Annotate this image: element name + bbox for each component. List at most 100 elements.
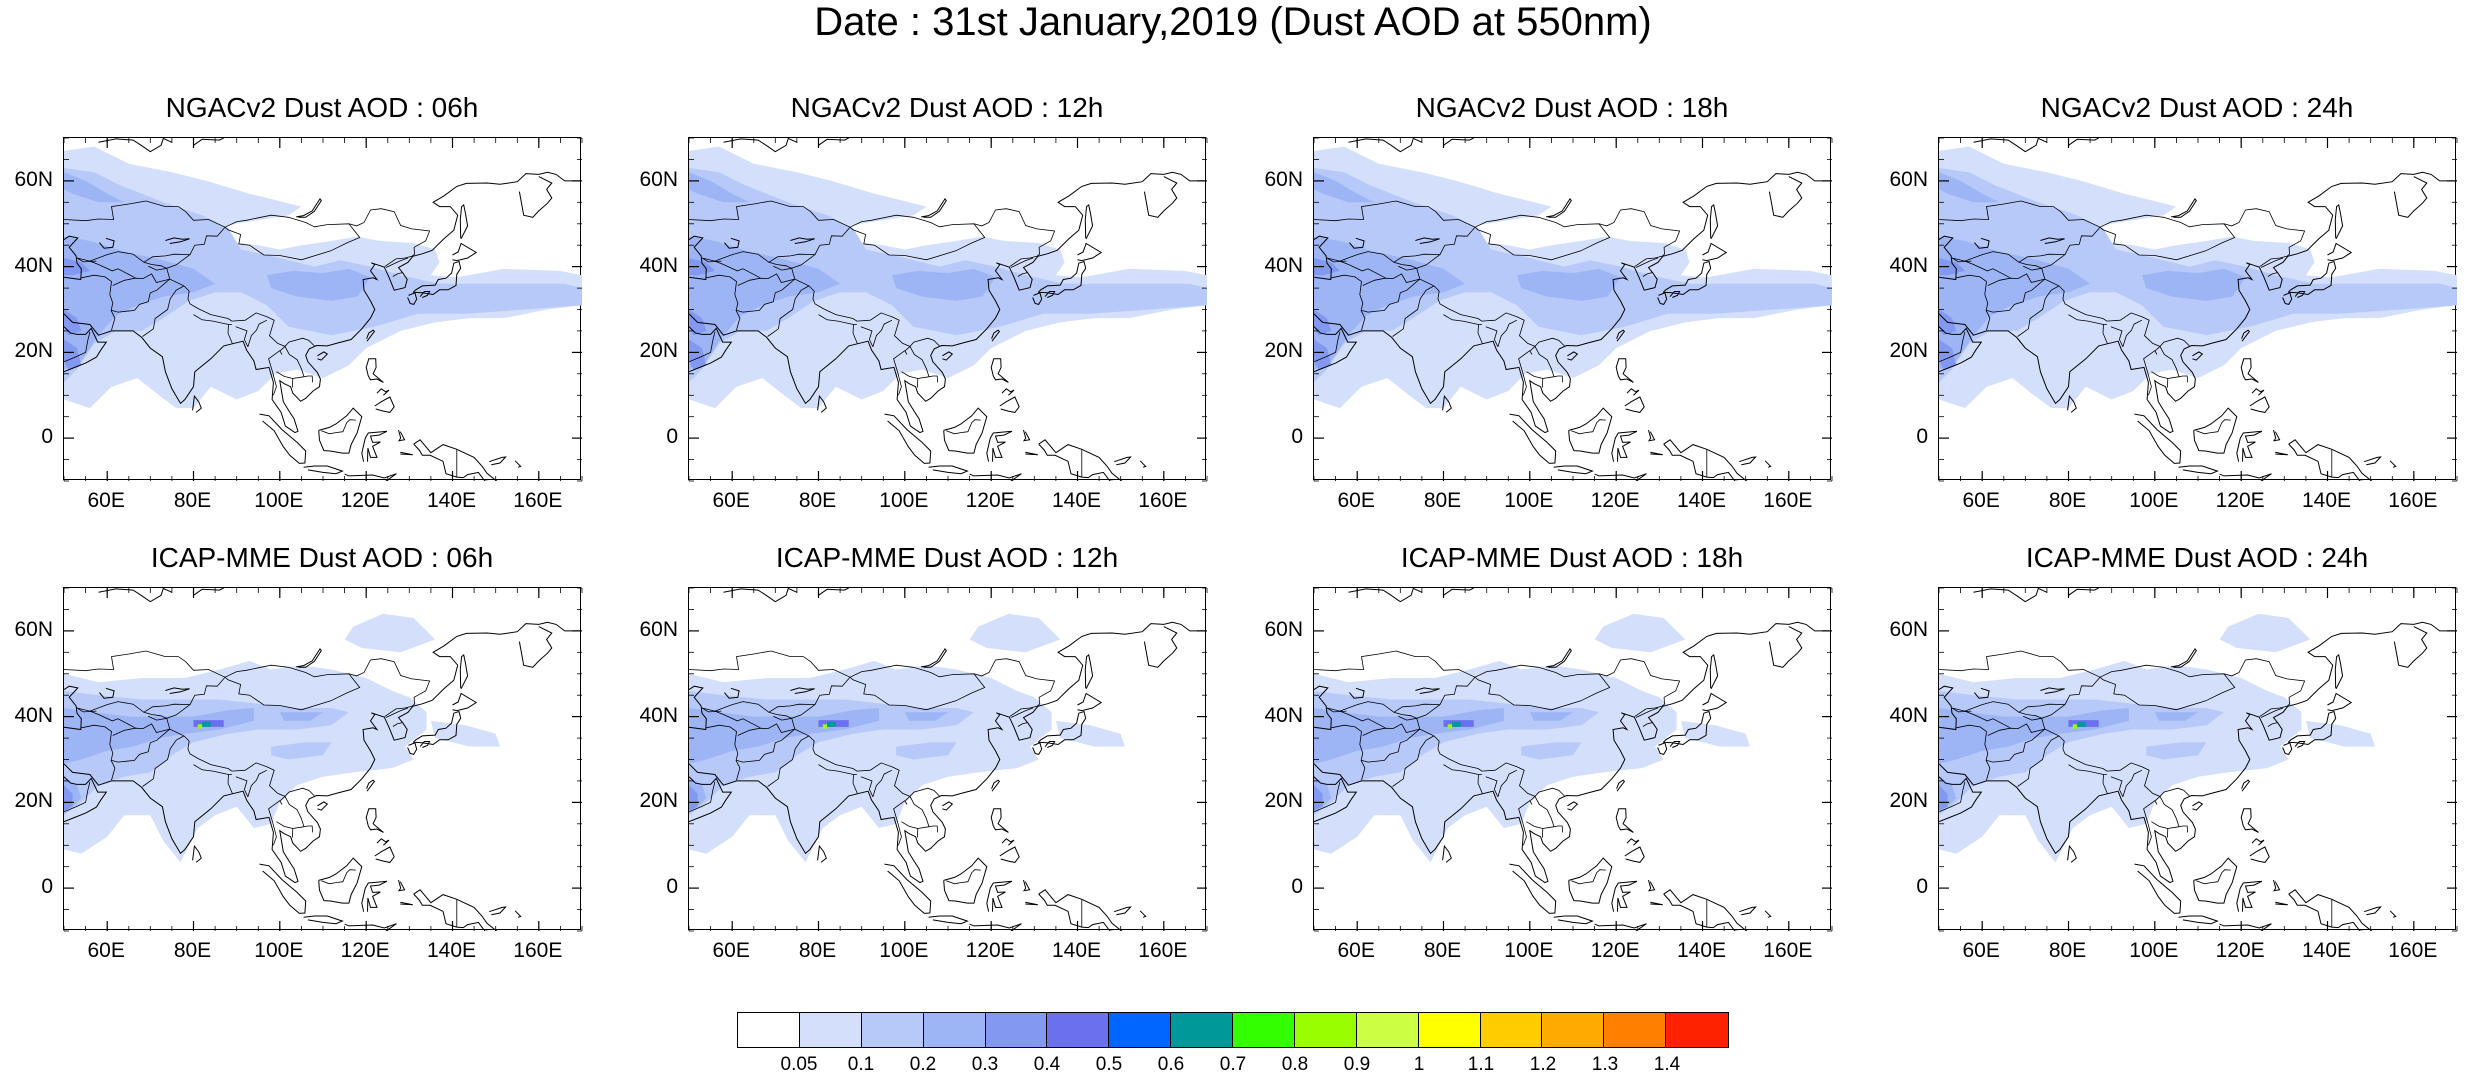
x-tick-label: 60E [1337,939,1375,962]
coastline [459,203,469,240]
country-border [701,676,851,713]
coastline [99,237,115,249]
country-border [2041,704,2190,797]
coastline [991,329,1001,342]
coastline [407,292,418,305]
country-border [1939,200,2101,228]
coastline [817,394,827,413]
map-panel-ngac-12h [688,137,1208,482]
x-tick-label: 120E [1590,939,1640,962]
country-border [946,419,981,435]
country-border [917,826,929,838]
coastline [2236,430,2263,462]
country-border [1485,776,1499,797]
country-border [768,711,794,721]
coastline [317,801,329,811]
country-border [280,345,313,383]
country-border [385,257,409,268]
y-tick-label: 0 [1916,875,1928,899]
country-border [1951,676,2101,713]
coastline [1025,901,1038,906]
country-border [1331,724,1366,781]
country-border [2267,272,2278,277]
y-tick-label: 60N [14,167,53,191]
coastline [1702,242,1728,262]
colorbar-label: 1 [1413,1054,1425,1075]
coastline [318,857,363,904]
coastline [1626,388,1640,396]
coastline [2327,692,2353,712]
y-tick-label: 20N [1889,339,1928,363]
coastline [1567,801,1579,811]
map-panel-ngac-24h [1938,137,2458,482]
country-border [2267,722,2278,727]
y-tick-label: 40N [1889,703,1928,727]
colorbar-box [1666,1013,1728,1047]
coastline [344,473,397,481]
coastline [1650,901,1663,906]
x-tick-label: 160E [2388,939,2438,962]
country-border [2017,285,2060,337]
dust-aod-layer [64,258,90,276]
coastline [1657,742,1668,755]
coastline [489,906,507,916]
map-panel-ngac-18h [1313,137,1833,482]
coastline [1442,394,1452,413]
country-border [1598,658,1681,717]
y-tick-label: 60N [1264,617,1303,641]
coastline [376,838,390,846]
coastline [1616,779,1626,792]
x-tick-label: 120E [340,939,390,962]
x-tick-label: 140E [1676,939,1727,962]
coastline [1553,465,1594,475]
y-tick-label: 40N [1264,703,1303,727]
x-tick-label: 140E [1676,489,1727,512]
coastline [2068,138,2099,146]
coastline [2219,473,2272,481]
y-tick-label: 0 [1291,425,1303,449]
country-border [1314,781,1341,813]
country-border [1010,707,1034,718]
country-border [2143,800,2158,846]
country-border [1939,650,2101,678]
country-border [64,331,91,363]
x-tick-label: 160E [1763,939,1813,962]
country-border [89,260,136,279]
dust-aod-layer [1314,339,1332,370]
coastline [1314,171,1832,434]
coastline [1739,906,1757,916]
country-border [1017,722,1028,727]
colorbar-box [1480,1013,1543,1047]
colorbar-label: 1.4 [1653,1054,1681,1075]
y-tick-label: 20N [1889,789,1928,813]
colorbar-box [1356,1013,1419,1047]
y-tick-label: 60N [639,167,678,191]
coastline [990,808,1009,833]
coastline [1349,237,1365,249]
coastline [943,407,988,454]
coastline [419,291,431,298]
coastline [1509,413,1557,464]
dust-aod-layer [1055,720,1125,747]
panel-title: ICAP-MME Dust AOD : 24h [2025,542,2369,573]
colorbar-label: 0.05 [780,1054,818,1075]
y-tick-label: 20N [1264,789,1303,813]
country-border [2041,254,2190,347]
coastline [64,171,582,434]
coastline [1939,621,2457,884]
y-tick-label: 0 [1916,425,1928,449]
country-border [689,650,851,678]
country-border [1518,350,1533,396]
x-tick-label: 80E [798,939,837,962]
coastline [1611,430,1638,462]
coastline [1044,741,1056,748]
coastline [2193,857,2238,904]
coastline [518,176,553,218]
x-tick-label: 80E [2048,489,2087,512]
coastline [1032,742,1043,755]
dust-aod-layer [64,339,82,370]
map-panel-icap-24h [1938,587,2458,932]
dust-aod-layer [1680,720,1750,747]
coastline [1611,880,1638,912]
coastline [1567,351,1579,361]
